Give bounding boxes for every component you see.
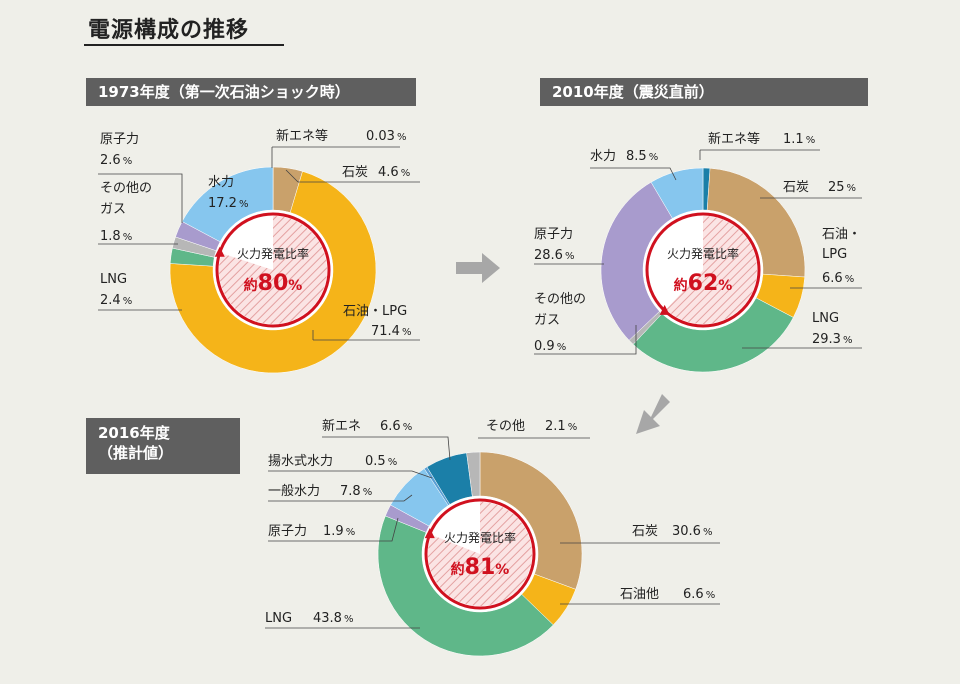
slice-name-label: ガス (534, 313, 560, 328)
slice-name-label: その他 (486, 419, 525, 434)
center-value: 約81% (451, 555, 510, 580)
leader-line (285, 169, 299, 183)
thermal-ring (215, 212, 331, 328)
center-value: 約62% (674, 271, 733, 296)
slice-value-label: 6.6% (822, 271, 854, 286)
pie-slices (377, 451, 583, 657)
leader-line (322, 436, 451, 461)
flow-arrow-down-left-icon (636, 394, 670, 434)
thermal-ring (424, 498, 536, 610)
slice-value-label: 4.6% (378, 165, 410, 180)
thermal-share-hatch (428, 502, 532, 606)
slice-name-label: LNG (265, 611, 292, 626)
pie-slice (479, 451, 583, 590)
pie-slices (169, 166, 377, 374)
slice-name-label: 石炭 (783, 180, 809, 195)
slice-name-label: 揚水式水力 (268, 453, 333, 469)
slice-name-label: 水力 (208, 175, 234, 190)
slice-name-label: 原子力 (100, 132, 139, 147)
slice-name-label: 原子力 (534, 227, 573, 242)
leader-line (590, 167, 677, 181)
center-label: 火力発電比率 (667, 246, 739, 261)
center-label: 火力発電比率 (237, 246, 309, 261)
slice-value-label: 2.1% (545, 419, 577, 434)
slice-name-label: その他の (534, 292, 586, 307)
leader-line (268, 517, 399, 542)
leader-line (268, 494, 413, 502)
thermal-arrow-icon (424, 528, 435, 539)
slice-name-label: 新エネ等 (708, 131, 760, 147)
slice-value-label: 0.5% (365, 454, 397, 469)
center-value: 約80% (244, 271, 303, 296)
thermal-arrow-icon (659, 304, 670, 315)
thermal-ring (645, 212, 761, 328)
slice-value-label: 29.3% (812, 332, 852, 347)
title-underline (84, 44, 284, 46)
slice-value-label: 6.6% (380, 419, 412, 434)
slice-name-label: その他の (100, 181, 152, 196)
slice-name-label: ガス (100, 202, 126, 217)
slice-value-label: 6.6% (683, 587, 715, 602)
slice-value-label: 28.6% (534, 248, 574, 263)
slice-name-label: LNG (100, 272, 127, 287)
section-label-2016: 2016年度 （推計値） (86, 418, 240, 474)
slice-value-label: 1.1% (783, 132, 815, 147)
section-label-1973: 1973年度（第一次石油ショック時） (86, 78, 416, 106)
slice-name-label: 石炭 (632, 524, 658, 539)
slice-value-label: 43.8% (313, 611, 353, 626)
slice-name-label: 原子力 (268, 524, 307, 539)
center-label: 火力発電比率 (444, 530, 516, 545)
slice-name-label: LPG (822, 247, 847, 262)
slice-name-label: 一般水力 (268, 483, 320, 499)
slice-labels: 石炭 30.6 % 石油他 6.6 % LNG 43.8 % 原子力 1.9 % 一般水力 7.8 % 揚水式… (265, 418, 720, 629)
slice-value-label: 2.6% (100, 153, 132, 168)
slice-value-label: 0.03% (366, 129, 406, 144)
flow-arrow-right-icon (456, 253, 500, 283)
page-title: 電源構成の推移 (88, 18, 250, 43)
thermal-arrow-icon (214, 246, 225, 257)
slice-value-label: 0.9% (534, 339, 566, 354)
thermal-share-hatch (219, 216, 328, 325)
slice-value-label: 30.6% (672, 524, 712, 539)
slice-value-label: 71.4% (371, 324, 411, 339)
slice-value-label: 25% (828, 180, 856, 195)
slice-name-label: 水力 (590, 149, 616, 164)
leader-line (534, 325, 637, 355)
slice-value-label: 7.8% (340, 484, 372, 499)
slice-name-label: 新エネ (322, 418, 361, 434)
slice-value-label: 1.8% (100, 229, 132, 244)
slice-value-label: 2.4% (100, 293, 132, 308)
slice-value-label: 1.9% (323, 524, 355, 539)
slice-value-label: 17.2% (208, 196, 248, 211)
pie-slice (377, 515, 554, 657)
slice-name-label: 石油・LPG (343, 304, 407, 319)
slice-name-label: LNG (812, 311, 839, 326)
slice-name-label: 石油・ (822, 227, 861, 242)
slice-value-label: 8.5% (626, 149, 658, 164)
slice-name-label: 石油他 (620, 587, 659, 602)
slice-name-label: 石炭 (342, 165, 368, 180)
pie-slice (650, 167, 704, 219)
slice-name-label: 新エネ等 (276, 128, 328, 144)
leader-line (268, 470, 433, 479)
section-label-2010: 2010年度（震災直前） (540, 78, 868, 106)
leader-line (98, 173, 183, 223)
thermal-share-hatch (666, 216, 757, 325)
pie-slices (600, 167, 806, 373)
